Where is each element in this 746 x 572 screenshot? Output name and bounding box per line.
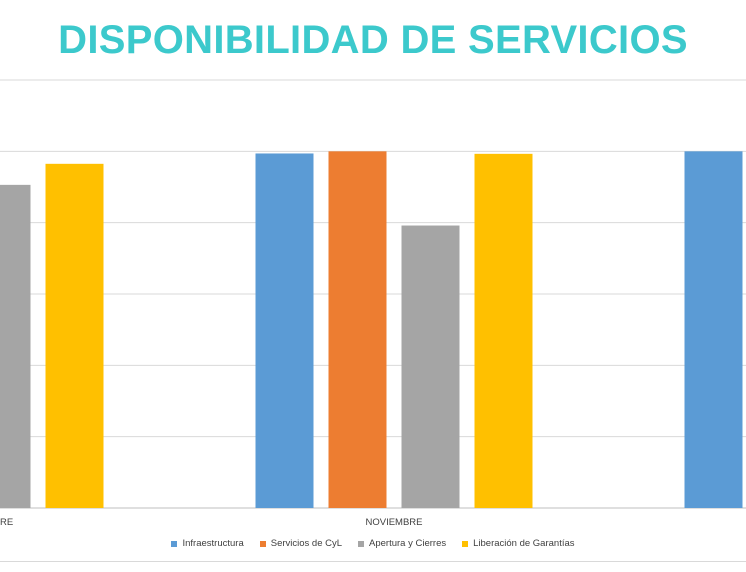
legend-item: Infraestructura	[171, 538, 244, 549]
legend-swatch	[171, 540, 178, 547]
bar-servicios-de-cyl-noviembre	[328, 151, 387, 509]
bar-liberaci-n-de-garant-as-octubre	[45, 163, 104, 509]
x-tick-label: NOVIEMBRE	[365, 517, 422, 528]
chart-title: DISPONIBILIDAD DE SERVICIOS	[58, 18, 688, 62]
legend-swatch	[358, 540, 365, 547]
legend-swatch	[259, 540, 266, 547]
bottom-divider	[0, 561, 746, 562]
bar-liberaci-n-de-garant-as-noviembre	[474, 153, 533, 508]
legend-label: Liberación de Garantías	[473, 538, 575, 549]
legend-label: Infraestructura	[182, 538, 244, 549]
legend-item: Liberación de Garantías	[462, 538, 575, 549]
legend-item: Servicios de CyL	[259, 538, 343, 549]
legend-swatch	[462, 540, 469, 547]
legend-label: Servicios de CyL	[270, 538, 343, 549]
bar-infraestructura-noviembre	[255, 153, 314, 508]
legend-label: Apertura y Cierres	[369, 538, 447, 549]
legend-item: Apertura y Cierres	[358, 538, 446, 549]
bar-apertura-y-cierres-noviembre	[401, 225, 460, 508]
x-tick-label: RE	[0, 517, 13, 528]
bar-apertura-y-cierres-octubre	[0, 184, 31, 509]
bar-infraestructura-diciembre	[684, 151, 743, 509]
legend: Infraestructura Servicios de CyL Apertura …	[0, 538, 746, 549]
